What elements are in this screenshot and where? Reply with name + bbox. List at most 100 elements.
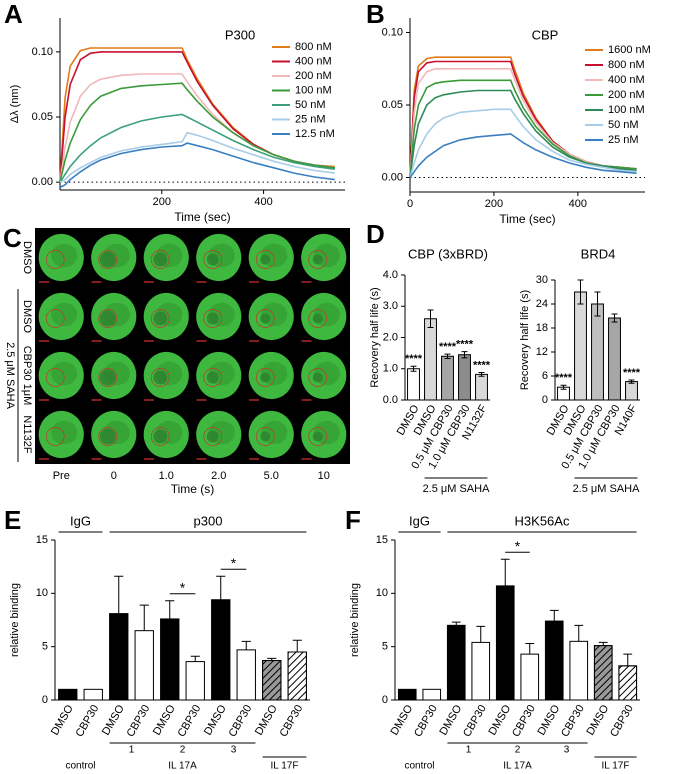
y-tick-label: 0	[42, 694, 48, 706]
roi	[98, 427, 118, 446]
bleach-spot	[312, 431, 323, 442]
bar	[134, 630, 154, 701]
bar	[625, 381, 638, 401]
series-line	[59, 131, 335, 183]
y-tick-label: 10	[36, 587, 48, 599]
bar	[211, 599, 231, 701]
bar	[422, 688, 442, 701]
y-axis-label: Recovery half life (s)	[519, 290, 531, 390]
x-tick-label: CBP30	[608, 703, 636, 739]
treatment-label: 2.5 μM SAHA	[4, 342, 16, 410]
y-tick-label: 3.0	[383, 300, 398, 312]
x-tick-label: CBP30	[74, 703, 102, 739]
y-axis-label: relative binding	[9, 583, 21, 657]
x-axis-label: Time (sec)	[174, 210, 230, 224]
panel-letter: D	[366, 219, 385, 249]
bleach-spot	[260, 431, 271, 442]
y-tick-label: 6	[542, 370, 548, 382]
roi	[308, 427, 328, 446]
bar-hatch	[262, 660, 282, 701]
replicate-label: 3	[231, 745, 237, 756]
bracket-label: 2.5 μM SAHA	[573, 483, 641, 495]
column-label: 0	[111, 470, 117, 482]
y-tick-label: 0.00	[32, 176, 53, 188]
bar-hatch	[593, 645, 613, 701]
x-tick-label: DMSO	[253, 703, 280, 738]
bar-hatch	[618, 665, 638, 701]
bleach-spot	[260, 254, 271, 265]
y-tick-label: 15	[376, 534, 388, 546]
roi	[98, 250, 118, 269]
series-line	[409, 68, 637, 178]
y-tick-label: 0.05	[32, 111, 53, 123]
replicate-label: 3	[564, 745, 570, 756]
x-tick-label: CBP30	[125, 703, 153, 739]
roi	[255, 427, 275, 446]
legend-label: 800 nM	[295, 41, 332, 53]
bar	[236, 649, 256, 701]
y-tick-label: 5	[382, 641, 388, 653]
roi	[45, 309, 65, 328]
nucleus-texture	[51, 420, 78, 445]
error-bar	[165, 600, 175, 619]
roi	[203, 250, 223, 269]
roi	[203, 427, 223, 446]
error-bar	[461, 351, 468, 359]
bleach-spot	[312, 313, 323, 324]
bleach-spot	[99, 428, 116, 445]
significance: *	[231, 555, 237, 571]
bar	[397, 688, 417, 701]
legend-label: 100 nM	[295, 84, 332, 96]
roi	[255, 309, 275, 328]
legend-label: 200 nM	[295, 70, 332, 82]
bar	[185, 661, 205, 701]
roi	[150, 368, 170, 387]
chart-title: BRD4	[581, 246, 616, 261]
bleach-spot	[312, 254, 323, 265]
legend-label: 800 nM	[608, 59, 645, 71]
error-bar	[267, 657, 277, 661]
bar	[471, 641, 491, 701]
legend-label: 200 nM	[608, 89, 645, 101]
y-tick-label: 0	[542, 394, 548, 406]
roi	[308, 309, 328, 328]
group-label: control	[65, 761, 95, 772]
significance: ****	[456, 338, 474, 350]
y-tick-label: 15	[36, 534, 48, 546]
group-label: IL 17F	[602, 761, 630, 772]
roi	[45, 250, 65, 269]
error-bar	[216, 575, 226, 600]
roi	[308, 250, 328, 269]
roi	[150, 250, 170, 269]
bar	[544, 620, 564, 701]
y-tick-label: 18	[536, 322, 548, 334]
error-bar	[241, 640, 251, 650]
chart-title: CBP (3xBRD)	[408, 246, 488, 261]
x-tick-label: DMSO	[202, 703, 229, 738]
replicate-label: 1	[466, 745, 472, 756]
y-tick-label: 24	[536, 298, 548, 310]
error-bar	[114, 575, 124, 614]
error-bar	[577, 279, 584, 305]
y-tick-label: 30	[536, 274, 548, 286]
row-label: DMSO	[21, 241, 33, 274]
replicate-label: 2	[180, 745, 186, 756]
error-bar	[478, 372, 485, 377]
roi	[203, 309, 223, 328]
bleach-spot	[99, 251, 116, 268]
error-bar	[525, 642, 535, 655]
x-tick-label: CBP30	[176, 703, 204, 739]
bar	[495, 585, 515, 701]
y-tick-label: 4.0	[383, 269, 398, 281]
roi	[98, 368, 118, 387]
header-label: IgG	[70, 513, 91, 528]
bleach-spot	[312, 372, 323, 383]
nucleus-texture	[51, 302, 78, 327]
legend-label: 100 nM	[608, 104, 645, 116]
x-tick-label: DMSO	[151, 703, 178, 738]
y-axis-label: relative binding	[349, 583, 361, 657]
significance: *	[180, 580, 186, 596]
panel-letter: E	[4, 505, 21, 535]
bar	[424, 318, 437, 401]
legend-label: 25 nM	[295, 113, 326, 125]
